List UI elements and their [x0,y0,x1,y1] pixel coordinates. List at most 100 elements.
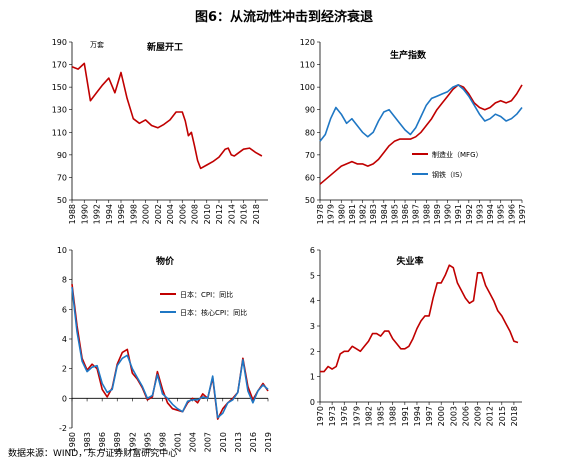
y-tick-label: 130 [52,106,67,115]
x-tick-label: 1994 [105,204,114,224]
x-tick-label: 2016 [249,432,258,452]
x-tick-label: 1996 [507,204,516,224]
y-tick-label: 90 [57,151,67,160]
chart-title: 生产指数 [390,49,427,61]
y-unit-label: 万套 [90,40,104,49]
y-tick-label: 8 [62,276,67,285]
x-tick-label: 1997 [518,204,527,224]
legend-label: 钢铁（IS） [432,170,467,179]
x-tick-label: 2012 [215,204,224,224]
y-tick-label: 0 [310,398,315,407]
x-tick-label: 1987 [412,204,421,224]
x-tick-label: 1988 [422,204,431,224]
x-tick-label: 1979 [327,204,336,224]
x-tick-label: 1990 [444,204,453,224]
series-line [71,62,263,170]
x-tick-label: 2004 [189,432,198,452]
y-tick-label: 170 [52,61,67,70]
series-line-0 [71,284,269,420]
series-line-0 [319,84,523,185]
x-tick-label: 2016 [240,204,249,224]
x-tick-label: 1970 [316,406,325,426]
y-tick-label: 4 [310,297,315,306]
x-tick-label: 1980 [337,204,346,224]
y-tick-label: 2 [310,347,315,356]
series-line-1 [71,287,269,419]
x-tick-label: 1981 [348,204,357,224]
y-tick-label: 110 [300,61,315,70]
x-tick-label: 1991 [401,406,410,426]
x-tick-label: 2018 [252,204,261,224]
y-tick-label: 70 [305,151,315,160]
chart-title: 失业率 [396,255,423,267]
x-tick-label: 1978 [316,204,325,224]
x-tick-label: 1993 [475,204,484,224]
y-tick-label: 110 [52,128,67,137]
series-line [320,264,519,373]
x-tick-label: 2019 [264,432,273,452]
x-tick-label: 1988 [68,204,77,224]
x-tick-label: 2006 [178,204,187,224]
x-tick-label: 1990 [80,204,89,224]
x-tick-label: 1997 [425,406,434,426]
x-tick-label: 2014 [227,204,236,224]
legend-label: 制造业（MFG） [432,150,483,159]
y-tick-label: 5 [310,271,315,280]
x-tick-label: 1992 [93,204,102,224]
x-tick-label: 1995 [143,432,152,452]
x-tick-label: 1984 [380,204,389,224]
x-tick-label: 2001 [174,432,183,452]
y-tick-label: -2 [59,424,67,433]
x-tick-label: 1998 [129,204,138,224]
x-tick-label: 1985 [390,204,399,224]
y-tick-label: 90 [305,106,315,115]
x-tick-label: 1982 [364,406,373,426]
y-tick-label: 190 [52,38,67,47]
y-tick-label: 1 [310,373,315,382]
x-tick-label: 2010 [203,204,212,224]
y-tick-label: 80 [305,128,315,137]
x-tick-label: 1998 [158,432,167,452]
x-tick-label: 2000 [437,406,446,426]
y-tick-label: 4 [62,335,67,344]
y-tick-label: 100 [300,83,315,92]
chart-title: 新屋开工 [147,41,183,53]
x-tick-label: 2002 [154,204,163,224]
x-tick-label: 2000 [142,204,151,224]
x-tick-label: 1986 [98,432,107,452]
y-tick-label: 6 [62,305,67,314]
y-tick-label: 120 [300,38,315,47]
x-tick-label: 1995 [497,204,506,224]
legend-label: 日本：核心CPI：同比 [180,308,247,317]
x-tick-label: 1989 [433,204,442,224]
y-tick-label: 50 [57,196,67,205]
x-tick-label: 1980 [68,432,77,452]
x-tick-label: 1986 [401,204,410,224]
x-tick-label: 1994 [413,406,422,426]
y-tick-label: 0 [62,394,67,403]
x-tick-label: 2015 [498,406,507,426]
y-tick-label: 10 [57,246,67,255]
x-tick-label: 2010 [219,432,228,452]
x-tick-label: 2003 [449,406,458,426]
x-tick-label: 1992 [128,432,137,452]
y-tick-label: 3 [310,322,315,331]
x-tick-label: 2007 [204,432,213,452]
y-tick-label: 50 [305,196,315,205]
y-tick-label: 60 [305,173,315,182]
y-tick-label: 2 [62,365,67,374]
x-tick-label: 1989 [113,432,122,452]
x-tick-label: 1994 [486,204,495,224]
x-tick-label: 2012 [486,406,495,426]
x-tick-label: 1988 [389,406,398,426]
x-tick-label: 1983 [83,432,92,452]
x-tick-label: 2018 [510,406,519,426]
x-tick-label: 1991 [454,204,463,224]
chart-title: 物价 [156,255,175,267]
y-tick-label: 150 [52,83,67,92]
chart-prices: -2 0 2 4 6 8 10 1980 1983 1986 1989 1992 1995 1998 200… [57,246,273,452]
